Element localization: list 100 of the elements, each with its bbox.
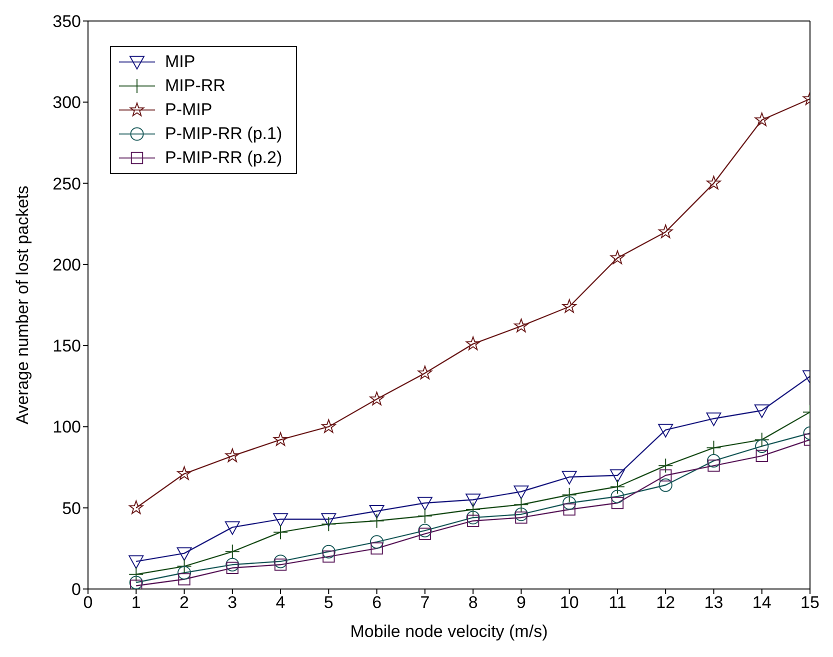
- point: [610, 479, 625, 494]
- point: [321, 516, 336, 532]
- legend-label: P-MIP: [165, 100, 212, 120]
- y-tick-label: 50: [62, 498, 81, 518]
- point: [177, 466, 192, 480]
- point: [322, 544, 336, 558]
- y-axis-title: Average number of lost packets: [13, 186, 32, 424]
- x-tick-label: 6: [372, 593, 382, 612]
- point: [660, 469, 672, 482]
- point: [708, 460, 720, 472]
- point: [754, 432, 770, 448]
- x-axis-title: Mobile node velocity (m/s): [350, 622, 548, 641]
- point: [706, 412, 722, 426]
- point: [754, 112, 770, 126]
- x-tick-label: 7: [420, 593, 430, 612]
- point: [563, 503, 576, 516]
- x-tick-label: 12: [656, 593, 676, 612]
- y-tick-label: 200: [52, 255, 81, 274]
- legend-label: P-MIP-RR (p.2): [165, 148, 282, 168]
- x-tick-label: 3: [228, 593, 238, 612]
- point: [610, 490, 624, 504]
- point: [225, 448, 240, 462]
- point: [274, 558, 287, 571]
- y-tick-label: 0: [72, 580, 81, 600]
- point: [369, 505, 384, 519]
- point: [226, 562, 238, 574]
- point: [322, 419, 336, 433]
- point: [466, 502, 481, 517]
- point: [610, 250, 625, 264]
- x-tick-label: 2: [180, 593, 189, 612]
- x-tick-label: 14: [752, 593, 772, 612]
- point: [514, 508, 528, 522]
- point: [417, 496, 432, 510]
- point: [321, 513, 336, 527]
- point: [273, 513, 288, 527]
- point: [418, 528, 432, 540]
- legend-label: MIP: [165, 52, 196, 72]
- point: [754, 404, 770, 418]
- point: [176, 547, 192, 561]
- point: [418, 366, 432, 380]
- y-tick-label: 100: [52, 418, 81, 437]
- point: [756, 450, 768, 462]
- point: [273, 524, 288, 540]
- y-tick-label: 350: [52, 12, 81, 32]
- point: [562, 496, 576, 510]
- x-tick-label: 4: [276, 593, 286, 612]
- x-tick-label: 5: [324, 593, 334, 612]
- point: [128, 555, 144, 569]
- point: [706, 454, 721, 468]
- point: [514, 497, 529, 512]
- point: [466, 336, 480, 350]
- point: [370, 542, 383, 555]
- point: [562, 487, 577, 502]
- point: [128, 500, 144, 514]
- point: [514, 486, 529, 500]
- legend-label: MIP-RR: [165, 76, 226, 96]
- point: [611, 496, 624, 510]
- x-tick-label: 11: [608, 593, 626, 612]
- x-tick-label: 10: [560, 593, 579, 612]
- legend-label: P-MIP-RR (p.1): [165, 124, 282, 144]
- point: [274, 554, 288, 568]
- point: [224, 521, 240, 535]
- point: [369, 513, 384, 528]
- y-tick-label: 300: [52, 93, 81, 112]
- x-tick-label: 13: [704, 593, 724, 612]
- x-tick-label: 1: [131, 593, 141, 612]
- point: [417, 508, 432, 524]
- point: [322, 550, 335, 563]
- point: [370, 392, 384, 406]
- point: [176, 558, 192, 574]
- point: [466, 510, 480, 524]
- point: [562, 470, 577, 485]
- point: [706, 176, 721, 190]
- point: [178, 573, 190, 586]
- point: [128, 566, 144, 582]
- x-tick-label: 8: [468, 593, 478, 612]
- x-tick-label: 9: [516, 593, 526, 612]
- point: [610, 469, 625, 483]
- x-tick-label: 0: [83, 593, 93, 612]
- point: [658, 458, 674, 474]
- point: [562, 299, 576, 313]
- point: [466, 514, 480, 527]
- point: [658, 424, 674, 438]
- x-tick-label: 15: [800, 593, 820, 612]
- point: [273, 432, 288, 446]
- point: [226, 558, 240, 572]
- y-tick-label: 150: [52, 336, 81, 356]
- point: [515, 511, 528, 524]
- point: [129, 576, 143, 589]
- y-tick-label: 250: [52, 174, 81, 194]
- point: [466, 494, 481, 508]
- point: [658, 478, 672, 492]
- point: [177, 566, 192, 580]
- point: [224, 544, 240, 560]
- point: [370, 535, 384, 549]
- point: [755, 439, 769, 453]
- point: [658, 224, 673, 238]
- point: [418, 524, 432, 538]
- point: [514, 318, 528, 332]
- point: [706, 440, 722, 456]
